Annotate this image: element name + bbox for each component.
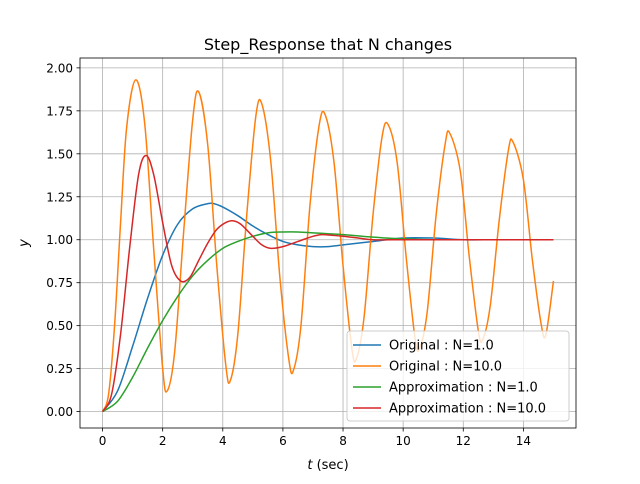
x-tick-label: 0	[99, 434, 107, 448]
x-tick-label: 6	[279, 434, 287, 448]
x-tick-label: 4	[219, 434, 227, 448]
x-axis-label-unit: (sec)	[312, 458, 348, 473]
legend-label: Original : N=1.0	[389, 339, 494, 354]
y-tick-label: 2.00	[46, 61, 73, 75]
x-axis-label: t (sec)	[307, 458, 348, 473]
y-tick-label: 1.00	[46, 233, 73, 247]
legend: Original : N=1.0 Original : N=10.0 Approxi…	[346, 330, 570, 422]
y-tick-label: 0.75	[46, 276, 73, 290]
series-lines	[101, 79, 555, 413]
series-line-original-n-10-0	[101, 79, 555, 412]
x-tick-label: 2	[159, 434, 167, 448]
plot-frame	[79, 57, 577, 429]
series-line-approximation-n-10-0	[101, 154, 554, 413]
ticks: 0 2 4 6 8 10 12 14 0.00 0.25 0.50 0.75 1.00 1.25 1.50 1…	[46, 61, 531, 448]
y-tick-label: 0.50	[46, 319, 73, 333]
x-tick-label: 8	[339, 434, 347, 448]
x-tick-label: 10	[396, 434, 411, 448]
x-tick-label: 14	[516, 434, 531, 448]
y-tick-label: 1.50	[46, 147, 73, 161]
y-tick-label: 1.75	[46, 104, 73, 118]
legend-label: Approximation : N=10.0	[389, 402, 546, 417]
chart-title: Step_Response that N changes	[204, 35, 452, 55]
y-tick-label: 0.25	[46, 362, 73, 376]
x-axis-label-symbol: t	[307, 458, 313, 473]
y-tick-label: 1.25	[46, 190, 73, 204]
legend-label: Approximation : N=1.0	[389, 381, 538, 396]
x-tick-label: 12	[456, 434, 471, 448]
legend-box	[346, 330, 570, 422]
y-axis-label: y	[17, 239, 32, 248]
legend-label: Original : N=10.0	[389, 360, 502, 375]
y-tick-label: 0.00	[46, 405, 73, 419]
